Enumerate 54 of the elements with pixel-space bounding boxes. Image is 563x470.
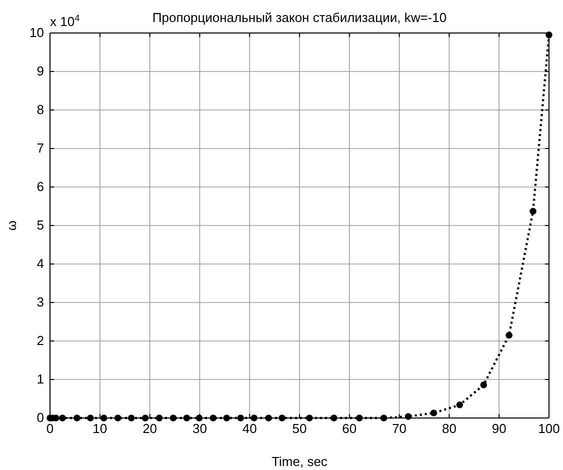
y-tick-label: 2 (36, 333, 44, 348)
point (278, 414, 286, 422)
point (114, 414, 122, 422)
point (100, 414, 108, 422)
point (506, 332, 512, 339)
point (237, 414, 244, 422)
x-tick-label: 10 (92, 421, 108, 436)
point (87, 414, 94, 422)
text: x 10$^{4}$ (50, 13, 80, 29)
point (170, 414, 177, 422)
y-tick-label: 0 (36, 410, 44, 426)
point (306, 414, 313, 422)
point (265, 414, 272, 422)
y-axis-title: ω (4, 220, 19, 231)
point (74, 414, 80, 422)
y-tick-label: 8 (36, 102, 44, 118)
x-tick-label: 40 (242, 421, 257, 436)
x-tick-label: 50 (292, 421, 307, 436)
point (430, 410, 438, 416)
point (59, 414, 66, 422)
x-tick-label: 80 (442, 421, 456, 436)
x-axis-title: Time, sec (272, 454, 328, 469)
y-tick-label: 3 (36, 294, 44, 310)
point (223, 414, 230, 422)
x-tick-label: 100 (538, 421, 560, 436)
y-tick-label: 10 (30, 25, 44, 40)
x-tick-label: 90 (492, 421, 506, 436)
x-tick-label: 0 (46, 421, 54, 436)
chart-title: Пропорциональный закон стабилизации, kw=-10 (152, 10, 447, 25)
y-tick-label: 6 (36, 179, 44, 194)
point (456, 402, 464, 408)
point (142, 414, 149, 422)
point (480, 382, 488, 388)
point (156, 414, 163, 422)
point (330, 414, 338, 422)
point (183, 414, 190, 422)
x-tick-label: 30 (192, 421, 207, 436)
point (404, 413, 412, 420)
point (356, 414, 363, 422)
point (530, 208, 536, 215)
point (196, 414, 203, 422)
point (210, 414, 217, 422)
y-tick-label: 1 (36, 372, 44, 387)
x-tick-label: 60 (342, 421, 357, 436)
point (380, 414, 388, 422)
point (250, 414, 258, 422)
x-tick-label: 20 (142, 421, 158, 436)
y-tick-label: 4 (36, 256, 44, 272)
y-tick-label: 5 (36, 218, 44, 233)
point (128, 414, 135, 422)
y-tick-label: 7 (36, 140, 44, 156)
x-tick-label: 70 (392, 421, 407, 436)
point (546, 32, 552, 38)
y-tick-label: 9 (36, 64, 44, 79)
